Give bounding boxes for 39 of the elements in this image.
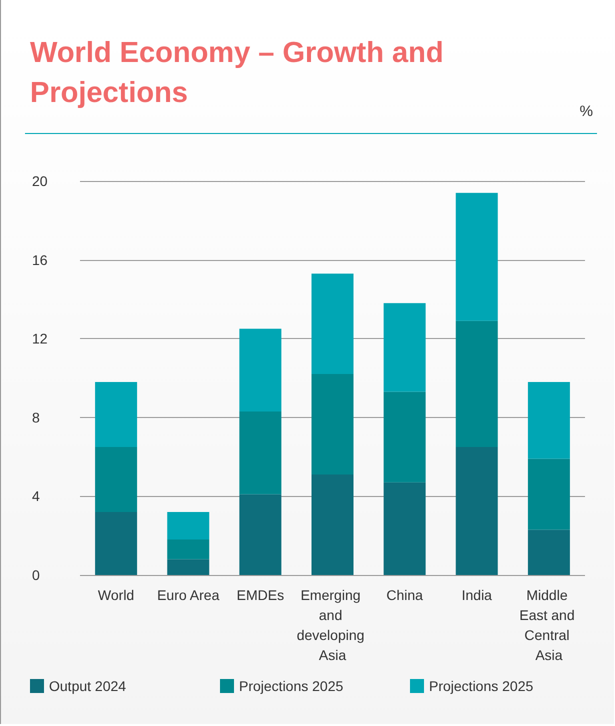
- x-tick-label: EMDEs: [236, 587, 284, 603]
- bar: [528, 458, 570, 530]
- bar: [528, 530, 570, 575]
- bar: [239, 411, 282, 494]
- bar: [384, 392, 426, 482]
- y-tick-label: 20: [32, 173, 48, 189]
- y-tick-label: 16: [32, 252, 48, 268]
- bar: [239, 494, 282, 575]
- x-tick-label: Emerging and developing Asia: [296, 587, 368, 663]
- chart-title: World Economy – Growth and Projections: [30, 37, 452, 109]
- bar: [95, 446, 138, 512]
- bar: [312, 474, 354, 575]
- bar: [239, 328, 282, 412]
- legend-label: Projections 2025: [429, 678, 534, 694]
- bar: [167, 540, 210, 560]
- x-tick-label: China: [386, 587, 424, 603]
- bar: [167, 512, 210, 540]
- bar: [528, 382, 570, 459]
- bar: [384, 482, 426, 575]
- legend-label: Output 2024: [49, 678, 126, 694]
- bar: [456, 192, 498, 321]
- y-tick-label: 12: [32, 330, 48, 347]
- x-tick-label: India: [462, 587, 492, 603]
- bar: [95, 512, 138, 575]
- x-tick-label: Middle East and Central Asia: [519, 587, 579, 663]
- bar: [456, 446, 498, 575]
- y-tick-label: 0: [32, 567, 40, 583]
- bar: [456, 320, 498, 447]
- legend-label: Projections 2025: [239, 678, 344, 694]
- y-tick-label: 8: [32, 409, 40, 426]
- y-tick-label: 4: [32, 488, 40, 504]
- bar: [95, 382, 138, 447]
- x-tick-label: World: [98, 587, 134, 603]
- bar: [312, 274, 354, 374]
- bar: [167, 559, 210, 575]
- bar: [384, 303, 426, 392]
- bar: [312, 374, 354, 475]
- y-axis-title: %: [580, 103, 594, 120]
- x-tick-label: Euro Area: [157, 587, 220, 603]
